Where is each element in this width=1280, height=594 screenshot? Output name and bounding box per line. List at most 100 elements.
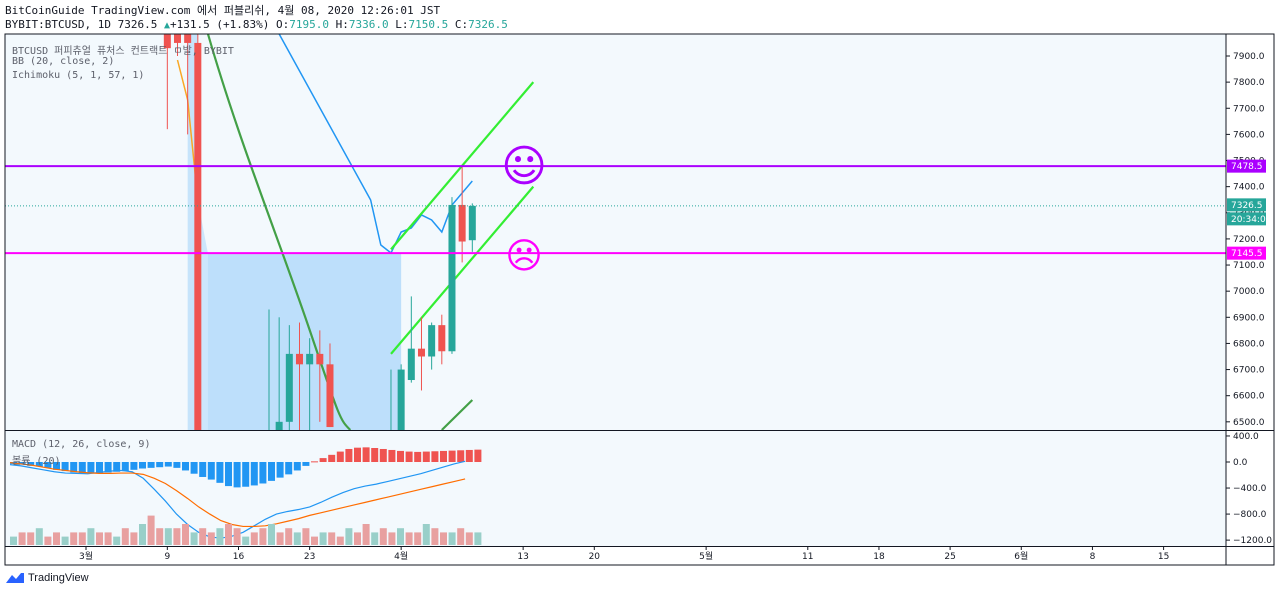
time-tick-label: 4월: [394, 550, 408, 562]
volume-bar: [465, 532, 473, 545]
volume-bar: [431, 528, 439, 545]
volume-bar: [328, 532, 336, 545]
macd-tick-label: −400.0: [1233, 484, 1267, 494]
volume-bar: [388, 532, 396, 545]
price-tick-label: 7600.0: [1233, 130, 1265, 140]
macd-histogram-bar: [354, 447, 361, 462]
sad-face-icon: ☹: [505, 236, 543, 277]
macd-histogram-bar: [276, 462, 284, 478]
volume-bar: [130, 532, 138, 545]
volume-bar: [250, 532, 258, 545]
macd-histogram-bar: [345, 448, 353, 462]
volume-bar: [27, 532, 35, 545]
symbol-label[interactable]: BYBIT:BTCUSD, 1D: [5, 18, 111, 31]
last-price-tag: [1227, 198, 1266, 212]
time-tick-label: 15: [1158, 552, 1169, 562]
volume-bar: [61, 536, 69, 545]
bb-legend[interactable]: BB (20, close, 2): [12, 56, 115, 67]
time-tick-label: 25: [944, 552, 955, 562]
cloud-area: [207, 254, 402, 430]
volume-bar: [156, 528, 164, 545]
volume-legend[interactable]: 볼륨 (20): [12, 456, 61, 467]
high-label: H:: [335, 18, 349, 31]
volume-bar: [422, 524, 430, 545]
channel-line-lower[interactable]: [390, 185, 535, 355]
macd-histogram-bar: [405, 451, 413, 462]
candle-body: [194, 42, 202, 431]
candle-body: [458, 204, 466, 242]
macd-histogram-bar: [96, 462, 103, 474]
volume-bar: [35, 528, 43, 545]
candle-body: [397, 369, 405, 430]
support-tag-label: 7145.5: [1231, 249, 1263, 259]
macd-histogram-bar: [242, 462, 250, 487]
macd-histogram-bar: [414, 451, 422, 462]
macd-histogram-bar: [422, 451, 430, 462]
last-price-tag-label: 7326.5: [1231, 201, 1263, 211]
time-tick-label: 8: [1090, 552, 1096, 562]
macd-histogram-bar: [448, 450, 456, 462]
macd-histogram-bar: [225, 462, 232, 487]
volume-bar: [173, 528, 181, 545]
macd-axis[interactable]: 400.0 0.0 −400.0 −800.0 −1200.0: [1226, 432, 1272, 546]
time-axis[interactable]: 3월 9 16 23 4월 13 20 5월 11 18 25 6월 8 15: [79, 546, 1169, 562]
open-value: 7195.0: [289, 18, 329, 31]
macd-histogram-bar: [44, 462, 52, 468]
volume-bar: [53, 532, 60, 545]
volume-bar: [44, 536, 52, 545]
price-tags: 7478.5 7326.5 20:34:00 7145.5: [1227, 159, 1272, 260]
macd-legend[interactable]: MACD (12, 26, close, 9): [12, 439, 151, 450]
volume-bar: [285, 528, 293, 545]
candle-body: [326, 364, 334, 428]
macd-histogram-bar: [121, 462, 129, 472]
support-tag: [1227, 246, 1266, 260]
price-tick-label: 6500.0: [1233, 418, 1265, 428]
volume-bar: [259, 528, 267, 545]
macd-histogram-bar: [104, 462, 112, 473]
macd-histogram-bar: [53, 462, 60, 470]
candle-body: [306, 353, 314, 365]
volume-bar: [448, 532, 456, 545]
macd-pane[interactable]: [5, 431, 1226, 546]
volume-bar: [293, 532, 301, 545]
macd-histogram-bar: [182, 462, 189, 471]
volume-bar: [70, 532, 78, 545]
macd-histogram-bar: [465, 449, 473, 462]
candle-body: [295, 353, 303, 365]
macd-histogram-bar: [70, 462, 78, 473]
macd-histogram-bar: [87, 462, 95, 474]
macd-histogram-bar: [233, 462, 241, 488]
close-label: C:: [454, 18, 469, 31]
price-tick-label: 7800.0: [1233, 78, 1265, 88]
ichimoku-legend[interactable]: Ichimoku (5, 1, 57, 1): [12, 70, 145, 81]
volume-bar: [199, 528, 207, 545]
volume-bar: [311, 536, 318, 545]
symbol-legend[interactable]: BTCUSD 퍼피츄얼 퓨처스 컨트랙트 ㅁ발, BYBIT: [12, 46, 234, 57]
volume-bar: [233, 528, 241, 545]
time-tick-label: 23: [304, 552, 315, 562]
volume-bars: [10, 515, 482, 545]
macd-histogram-bar: [311, 461, 318, 463]
candle-body: [438, 325, 446, 352]
volume-bar: [225, 524, 232, 545]
volume-bar: [302, 528, 310, 545]
signal-line: [9, 462, 466, 528]
macd-histogram-bar: [457, 450, 465, 462]
macd-histogram-bar: [164, 462, 172, 467]
volume-bar: [190, 532, 198, 545]
macd-histogram-bar: [156, 462, 164, 468]
tradingview-logo[interactable]: TradingView: [6, 572, 89, 584]
volume-bar: [319, 532, 327, 545]
candle-body: [275, 421, 283, 430]
time-tick-label: 11: [802, 552, 813, 562]
open-label: O:: [275, 18, 290, 31]
candle-body: [448, 204, 456, 352]
macd-histogram-bar: [190, 462, 198, 474]
volume-bar: [362, 524, 370, 545]
macd-histogram-bar: [18, 462, 26, 465]
macd-histogram-bar: [440, 450, 447, 462]
price-axis[interactable]: 7900.07800.07700.07600.07500.07400.07300…: [1226, 52, 1265, 428]
volume-bar: [113, 536, 121, 545]
price-tick-label: 7200.0: [1233, 235, 1265, 245]
